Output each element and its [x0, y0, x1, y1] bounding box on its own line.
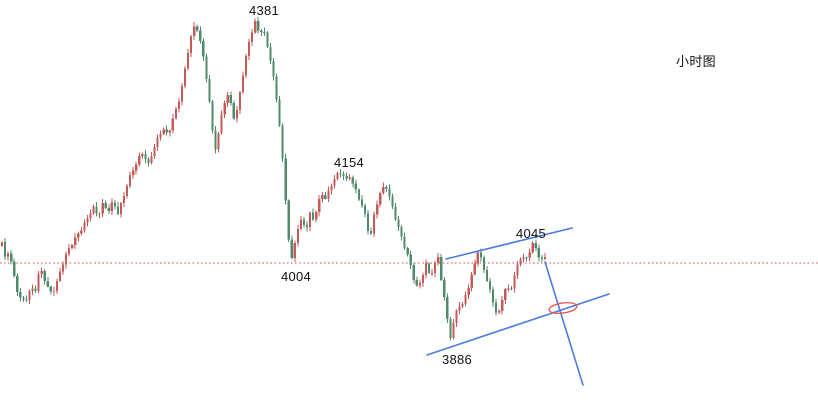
price-label-3886: 3886: [441, 352, 473, 367]
price-label-4154: 4154: [333, 155, 365, 170]
price-label-4004: 4004: [280, 269, 312, 284]
timeframe-label: 小时图: [676, 54, 716, 69]
price-label-4045: 4045: [515, 226, 547, 241]
price-label-4381: 4381: [248, 3, 280, 18]
